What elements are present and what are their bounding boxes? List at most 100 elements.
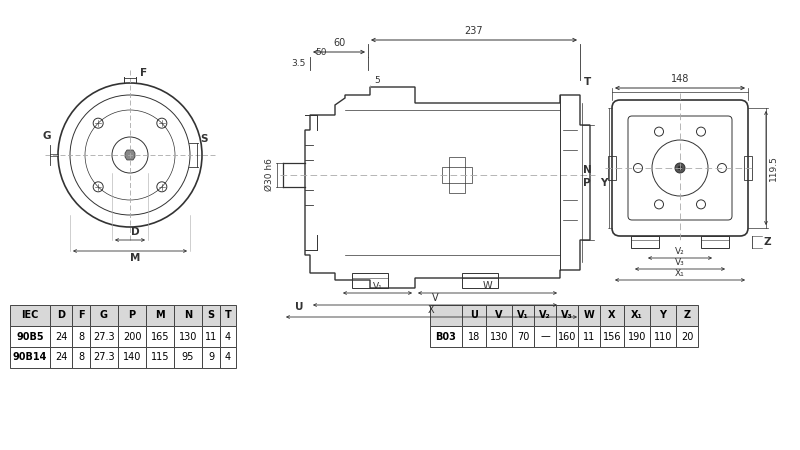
Text: V₂: V₂	[675, 247, 685, 256]
Text: 237: 237	[465, 26, 483, 36]
Text: V₁: V₁	[517, 310, 529, 320]
Bar	[220, 305, 236, 326]
Text: 3.5: 3.5	[292, 58, 306, 68]
Text: 190: 190	[628, 332, 646, 342]
Text: 8: 8	[78, 352, 84, 363]
Text: Y: Y	[659, 310, 666, 320]
Text: Z: Z	[683, 310, 690, 320]
Text: 8: 8	[78, 332, 84, 342]
Text: G: G	[42, 131, 51, 141]
Text: 18: 18	[468, 332, 480, 342]
Bar	[220, 326, 236, 347]
Bar	[578, 326, 600, 347]
Text: V₁: V₁	[373, 282, 382, 291]
Text: P: P	[129, 310, 135, 320]
Bar	[650, 326, 676, 347]
Text: M: M	[155, 310, 165, 320]
Bar	[744, 156, 752, 180]
Text: V: V	[495, 310, 502, 320]
Bar	[10, 347, 50, 368]
Bar	[174, 347, 202, 368]
Text: 50: 50	[315, 48, 326, 57]
Bar	[430, 305, 462, 326]
Bar	[512, 326, 534, 347]
Text: N: N	[583, 165, 592, 175]
Bar	[534, 305, 556, 326]
Bar	[202, 305, 220, 326]
Text: 11: 11	[205, 332, 217, 342]
Bar	[650, 305, 676, 326]
Text: 148: 148	[671, 74, 689, 84]
Bar	[462, 273, 498, 288]
Text: 60: 60	[333, 38, 345, 48]
Text: G: G	[100, 310, 108, 320]
Bar	[624, 326, 650, 347]
Text: 24: 24	[55, 352, 67, 363]
Text: S: S	[200, 134, 207, 144]
Text: 200: 200	[122, 332, 142, 342]
Text: V: V	[432, 293, 438, 303]
Text: 110: 110	[654, 332, 672, 342]
Text: 4: 4	[225, 332, 231, 342]
Text: 5: 5	[374, 76, 380, 85]
Text: T: T	[225, 310, 231, 320]
Text: V₂: V₂	[539, 310, 551, 320]
Text: 95: 95	[182, 352, 194, 363]
Text: 9: 9	[208, 352, 214, 363]
Circle shape	[678, 166, 682, 170]
Bar	[90, 347, 118, 368]
Bar	[174, 305, 202, 326]
Bar	[442, 167, 472, 183]
Bar	[556, 305, 578, 326]
Text: V₃: V₃	[675, 258, 685, 267]
Bar	[146, 305, 174, 326]
Text: 27.3: 27.3	[93, 352, 115, 363]
Bar	[600, 326, 624, 347]
Text: 165: 165	[150, 332, 170, 342]
Text: W: W	[584, 310, 594, 320]
Bar	[578, 305, 600, 326]
Bar	[50, 326, 72, 347]
Bar	[146, 347, 174, 368]
Text: 11: 11	[583, 332, 595, 342]
Text: 90B5: 90B5	[16, 332, 44, 342]
Bar	[449, 157, 465, 193]
Polygon shape	[125, 150, 135, 160]
Bar	[676, 305, 698, 326]
Text: 24: 24	[55, 332, 67, 342]
Bar	[486, 305, 512, 326]
Bar	[174, 326, 202, 347]
Bar	[430, 326, 462, 347]
Bar	[10, 326, 50, 347]
Bar	[10, 305, 50, 326]
Bar	[90, 326, 118, 347]
Bar	[600, 305, 624, 326]
Bar	[352, 273, 388, 288]
Text: W: W	[482, 281, 492, 291]
Text: 4: 4	[225, 352, 231, 363]
Text: U: U	[294, 302, 303, 312]
Text: V₃: V₃	[561, 310, 573, 320]
Bar	[118, 305, 146, 326]
Bar	[512, 305, 534, 326]
Bar	[624, 305, 650, 326]
Text: S: S	[207, 310, 214, 320]
Text: F: F	[140, 68, 147, 78]
Bar	[486, 326, 512, 347]
Text: 115: 115	[150, 352, 170, 363]
Bar	[462, 326, 486, 347]
Text: U: U	[470, 310, 478, 320]
Text: T: T	[584, 77, 591, 87]
Text: M: M	[130, 253, 140, 263]
Bar	[50, 347, 72, 368]
Text: B03: B03	[435, 332, 457, 342]
Bar	[72, 326, 90, 347]
Bar	[202, 347, 220, 368]
Text: D: D	[57, 310, 65, 320]
Bar	[462, 305, 486, 326]
Bar	[676, 326, 698, 347]
Bar	[220, 347, 236, 368]
Text: 70: 70	[517, 332, 529, 342]
Text: X: X	[428, 305, 435, 315]
Text: 156: 156	[602, 332, 622, 342]
